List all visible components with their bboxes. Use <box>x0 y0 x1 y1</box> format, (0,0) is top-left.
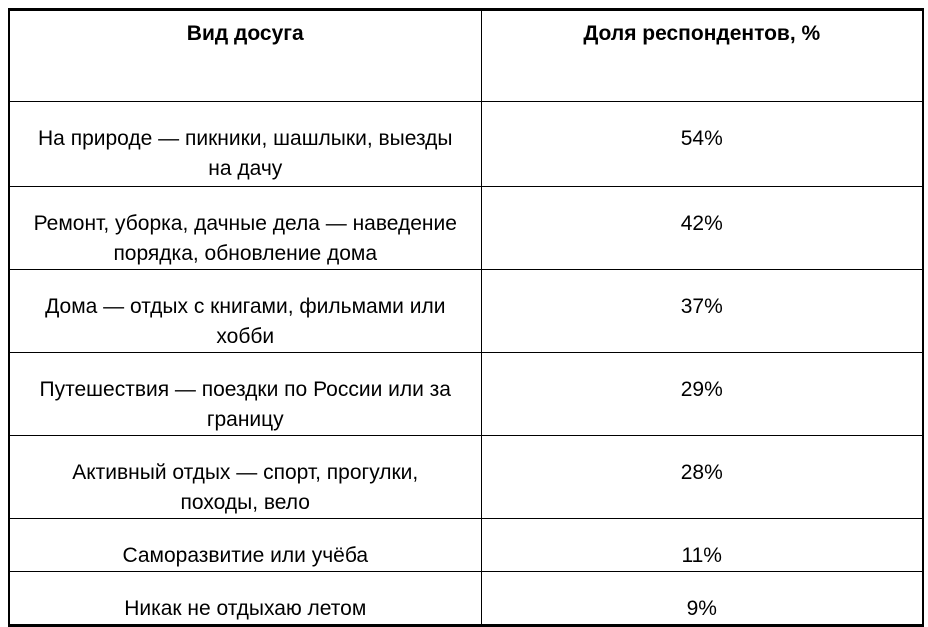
share-cell: 9% <box>480 571 924 626</box>
column-header-leisure: Вид досуга <box>8 9 482 102</box>
table-row: Никак не отдыхаю летом 9% <box>8 571 924 626</box>
share-cell: 54% <box>480 101 924 187</box>
table-row: На природе — пикники, шашлыки, выезды на… <box>8 101 924 187</box>
share-cell: 29% <box>480 352 924 436</box>
leisure-cell: Активный отдых — спорт, прогулки, походы… <box>8 435 482 519</box>
table-row: Ремонт, уборка, дачные дела — наведение … <box>8 186 924 270</box>
leisure-cell: Дома — отдых с книгами, фильмами или хоб… <box>8 269 482 353</box>
table-row: Саморазвитие или учёба 11% <box>8 518 924 572</box>
column-header-share: Доля респондентов, % <box>480 9 924 102</box>
share-cell: 28% <box>480 435 924 519</box>
leisure-table: Вид досуга Доля респондентов, % На приро… <box>8 8 924 627</box>
table-header-row: Вид досуга Доля респондентов, % <box>8 9 924 102</box>
leisure-cell: Ремонт, уборка, дачные дела — наведение … <box>8 186 482 270</box>
table-row: Дома — отдых с книгами, фильмами или хоб… <box>8 269 924 353</box>
leisure-cell: Путешествия — поездки по России или за г… <box>8 352 482 436</box>
table-row: Путешествия — поездки по России или за г… <box>8 352 924 436</box>
share-cell: 37% <box>480 269 924 353</box>
share-cell: 11% <box>480 518 924 572</box>
table-row: Активный отдых — спорт, прогулки, походы… <box>8 435 924 519</box>
leisure-cell: Саморазвитие или учёба <box>8 518 482 572</box>
leisure-cell: Никак не отдыхаю летом <box>8 571 482 626</box>
share-cell: 42% <box>480 186 924 270</box>
leisure-cell: На природе — пикники, шашлыки, выезды на… <box>8 101 482 187</box>
